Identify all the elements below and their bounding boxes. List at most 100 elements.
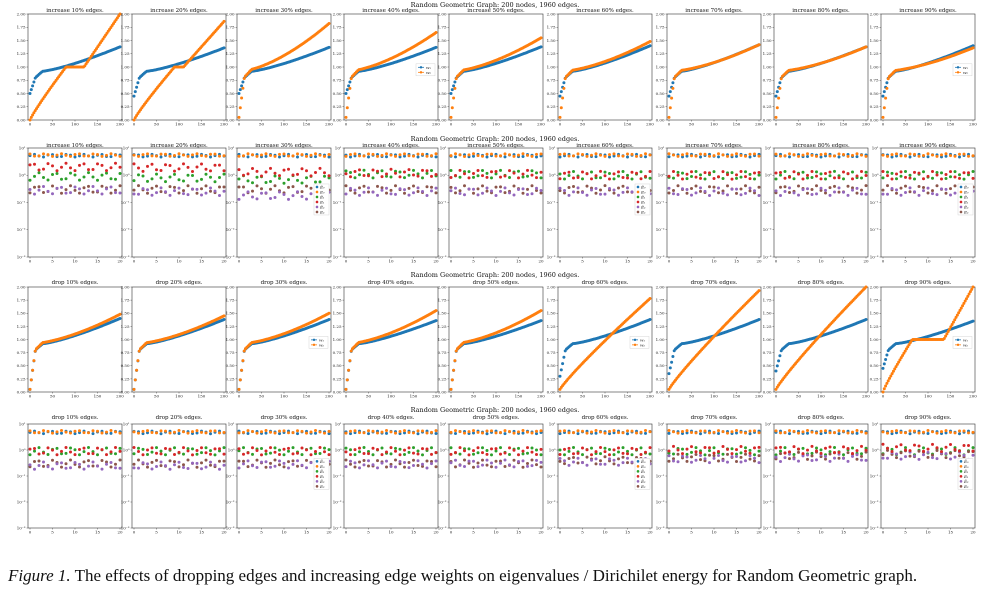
point-green	[87, 446, 90, 450]
point-brown	[779, 185, 782, 189]
point-green	[64, 177, 68, 181]
point-green	[953, 170, 957, 174]
point-purple	[748, 186, 752, 190]
y-tick-label: 0.50	[656, 91, 665, 96]
series-orange	[344, 152, 438, 158]
point-blue	[246, 432, 250, 436]
point-purple	[376, 193, 379, 197]
legend-marker	[315, 205, 319, 209]
point-brown	[251, 189, 254, 193]
point-w1	[347, 84, 351, 88]
point-brown	[744, 184, 747, 188]
point-red	[137, 449, 140, 453]
point-purple	[114, 466, 117, 470]
series-green	[774, 169, 868, 181]
point-brown	[255, 184, 259, 188]
point-brown	[237, 185, 241, 189]
point-brown	[851, 186, 854, 190]
point-orange	[792, 153, 796, 157]
y-tick-label: 2.00	[226, 284, 235, 289]
point-red	[730, 177, 734, 181]
y-tick-label: 1.00	[656, 64, 665, 69]
x-tick-label: 50	[366, 122, 372, 127]
x-tick-label: 15	[304, 530, 310, 535]
point-brown	[309, 186, 313, 190]
y-tick-label: 10¹	[658, 145, 665, 150]
point-green	[398, 170, 402, 174]
point-orange	[617, 154, 620, 158]
point-green	[699, 173, 702, 177]
point-red	[485, 175, 489, 179]
suptitle: Random Geometric Graph: 200 nodes, 1960 …	[411, 135, 580, 143]
point-orange	[155, 431, 158, 435]
series-green	[28, 171, 122, 182]
point-purple	[860, 192, 863, 196]
point-brown	[82, 460, 86, 464]
point-w1	[648, 318, 652, 322]
point-blue	[403, 154, 406, 158]
legend-marker	[636, 185, 640, 189]
point-orange	[904, 154, 907, 158]
point-purple	[594, 186, 598, 190]
point-brown	[530, 184, 534, 188]
point-orange	[926, 152, 930, 156]
point-purple	[46, 465, 50, 469]
point-orange	[96, 429, 99, 433]
point-red	[412, 173, 415, 177]
point-red	[209, 169, 212, 173]
point-orange	[132, 430, 136, 434]
point-purple	[177, 460, 181, 464]
point-w1	[668, 366, 672, 370]
x-tick-label: 0	[238, 394, 241, 399]
point-green	[291, 446, 295, 450]
point-red	[168, 447, 172, 451]
y-tick-label: 10¹	[19, 145, 26, 150]
point-purple	[91, 460, 95, 464]
point-blue	[141, 155, 145, 159]
point-red	[46, 162, 50, 166]
point-red	[323, 171, 326, 175]
point-w1	[775, 364, 779, 368]
point-green	[282, 181, 286, 185]
y-tick-label: 0.75	[17, 350, 26, 355]
point-orange	[412, 154, 415, 158]
point-w1	[778, 81, 782, 85]
point-purple	[51, 467, 54, 471]
point-purple	[305, 197, 308, 201]
point-red	[282, 168, 286, 172]
y-tick-label: 0.25	[333, 104, 342, 109]
point-w1	[671, 81, 675, 85]
point-orange	[797, 154, 800, 158]
point-brown	[100, 459, 104, 463]
point-brown	[37, 459, 41, 463]
point-red	[105, 169, 108, 173]
x-tick-label: 100	[492, 122, 500, 127]
point-brown	[922, 185, 925, 189]
point-orange	[109, 152, 113, 156]
x-tick-label: 200	[755, 394, 763, 399]
point-green	[33, 449, 36, 453]
point-brown	[204, 184, 208, 188]
x-tick-label: 50	[154, 122, 160, 127]
point-w2	[135, 368, 139, 372]
point-blue	[434, 155, 438, 159]
y-tick-label: 1.75	[656, 298, 665, 303]
point-w1	[345, 88, 349, 92]
series-w1	[449, 319, 543, 391]
panel-title: increase 80% edges.	[792, 8, 850, 14]
point-purple	[28, 463, 32, 467]
x-tick-label: 200	[969, 122, 977, 127]
legend-label: Ē₁	[963, 194, 969, 199]
point-red	[490, 170, 493, 174]
point-brown	[526, 187, 529, 191]
point-orange	[237, 431, 241, 435]
x-tick-label: 50	[259, 394, 265, 399]
point-orange	[69, 154, 72, 158]
y-tick-label: 1.50	[870, 311, 879, 316]
point-brown	[64, 188, 68, 192]
point-purple	[412, 191, 415, 195]
point-purple	[251, 195, 254, 199]
x-tick-label: 0	[238, 122, 241, 127]
point-blue	[159, 155, 163, 159]
point-green	[137, 173, 140, 177]
